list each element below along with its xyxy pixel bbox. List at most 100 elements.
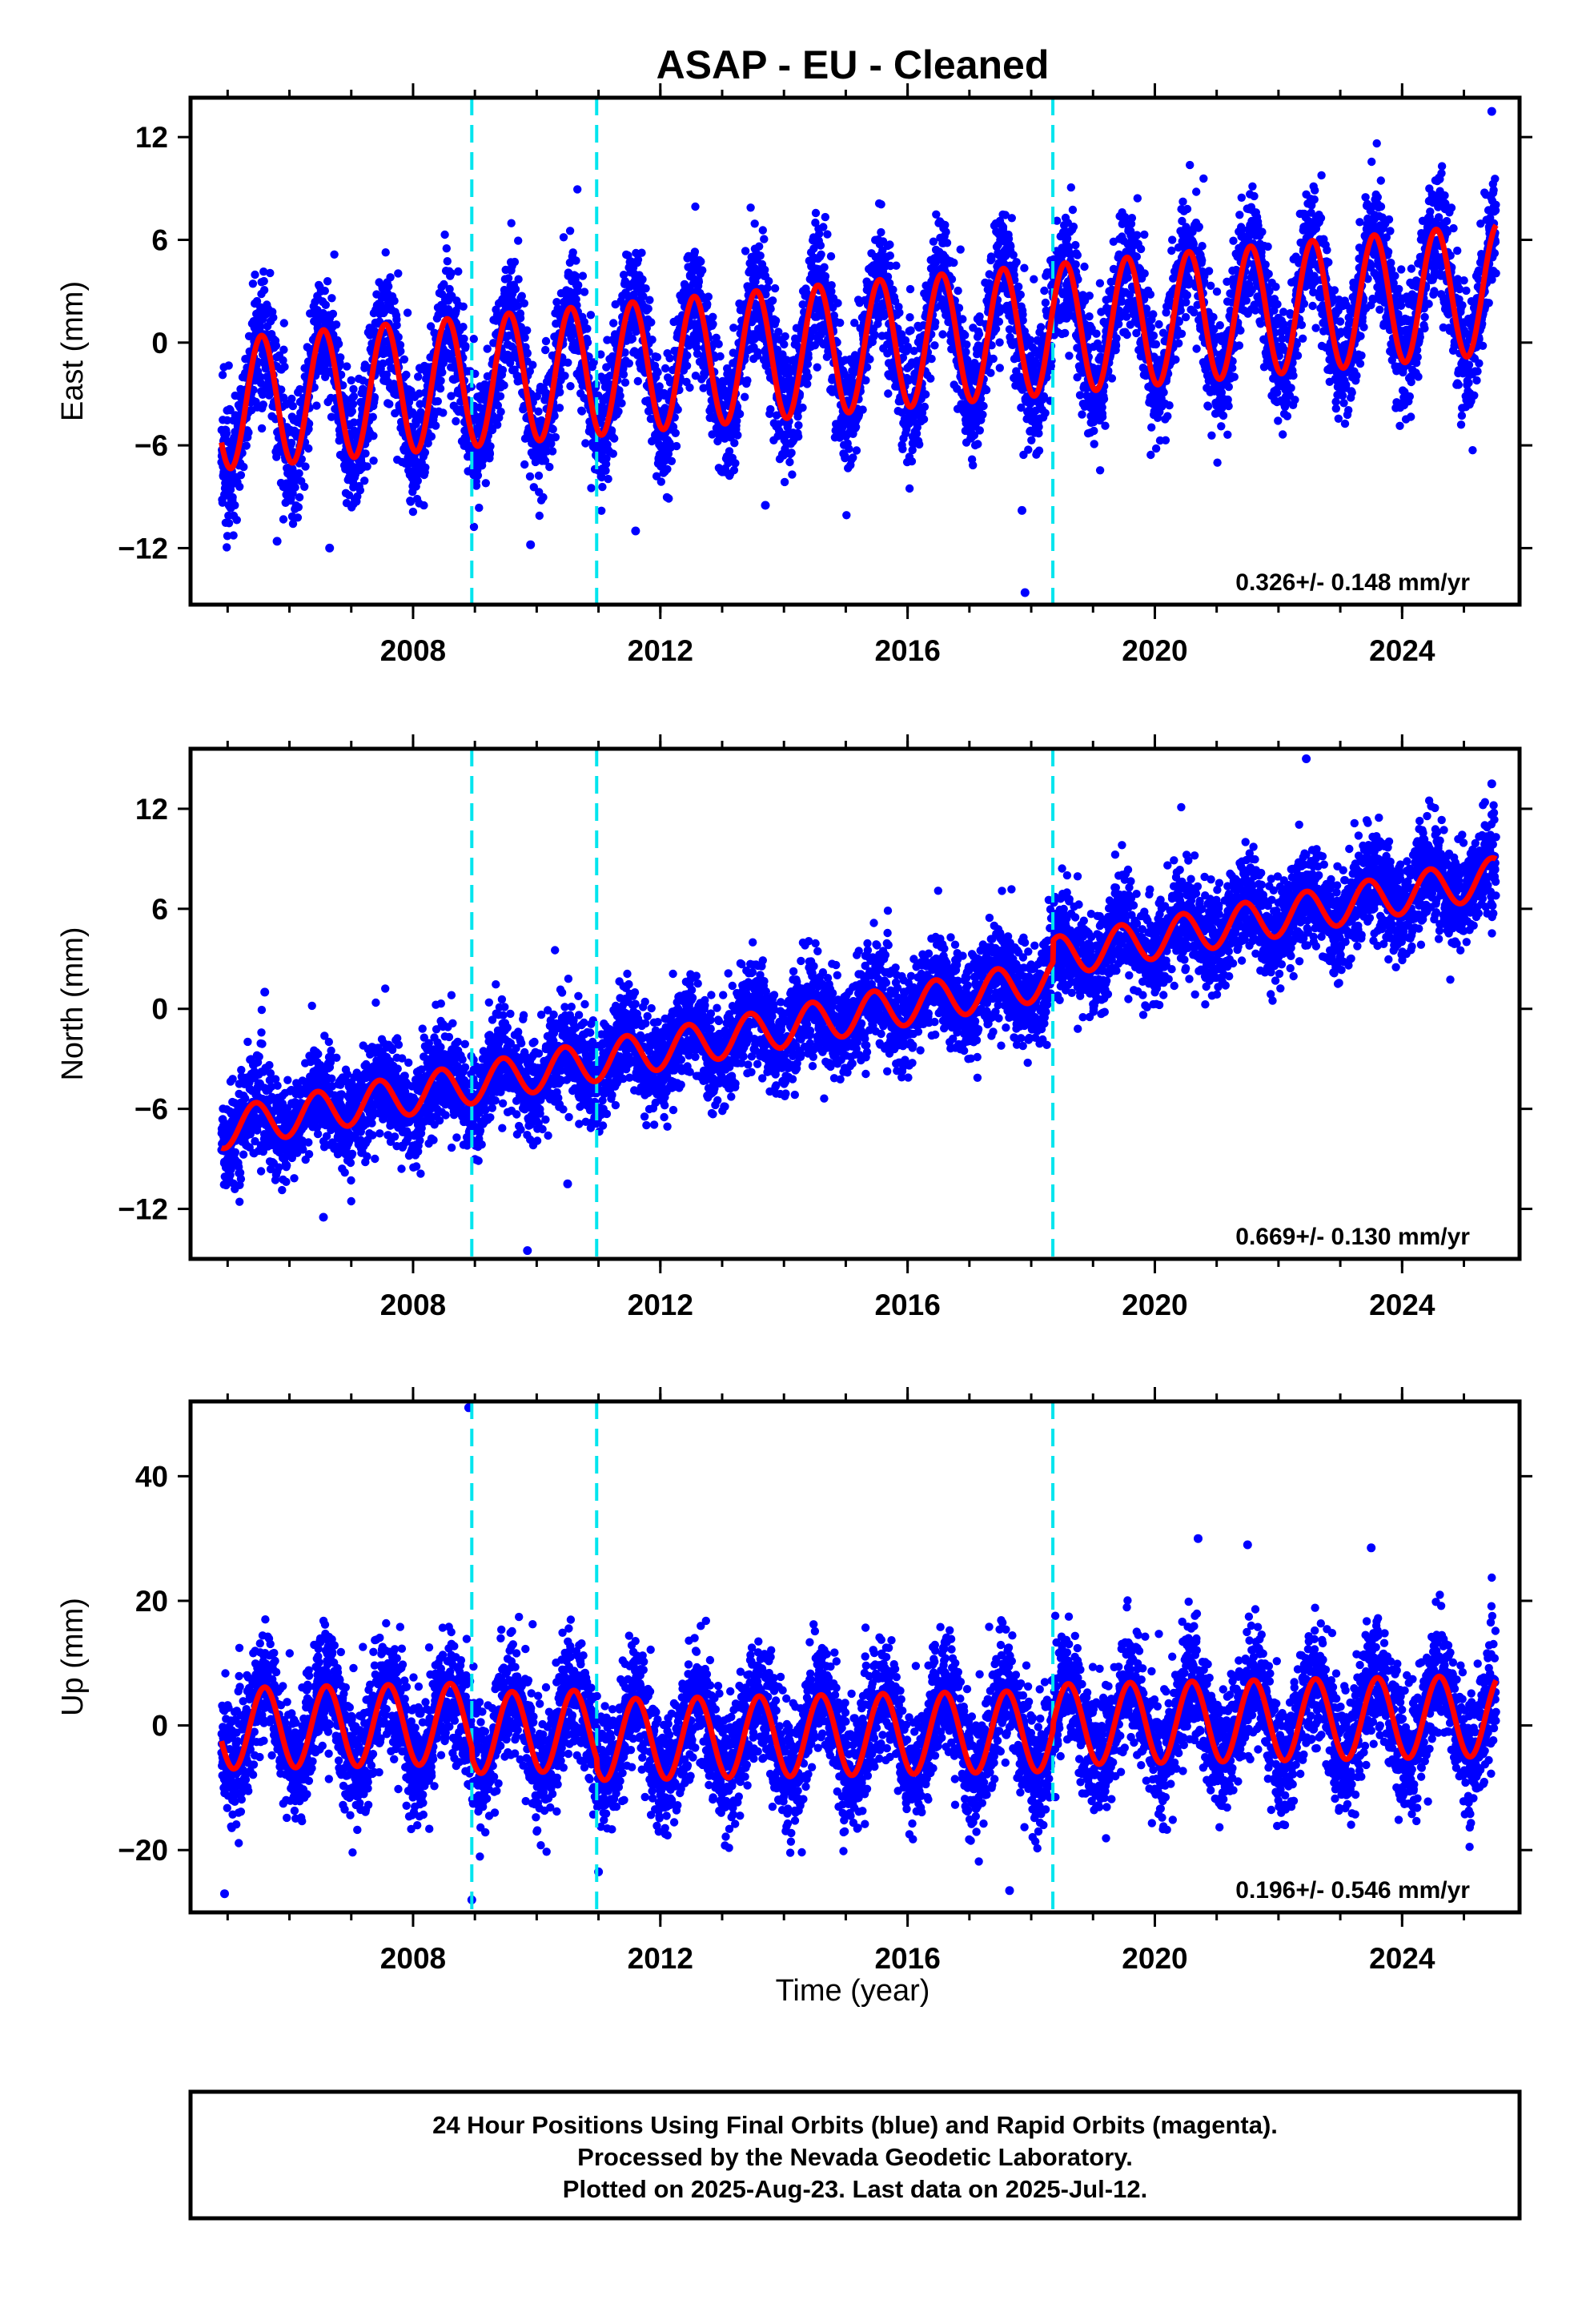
data-point [1098,412,1107,421]
data-point [259,267,268,276]
data-point [301,462,310,471]
data-point [548,424,557,434]
data-point [229,531,238,540]
data-point [852,446,861,455]
data-point [798,403,807,412]
data-point [665,354,674,363]
data-point [1034,422,1043,432]
data-point [927,354,936,364]
data-point [1114,320,1123,328]
data-point [321,372,330,381]
data-point [1012,258,1021,267]
data-point [257,424,267,433]
data-point [320,287,329,296]
data-point [568,248,577,257]
data-point [714,340,723,348]
data-point [545,462,554,472]
data-point [223,416,231,424]
data-point [1078,410,1086,419]
data-point [572,256,580,265]
data-point [442,244,451,253]
data-point [232,516,241,525]
data-point [504,274,513,283]
data-point [644,304,652,313]
data-point [661,364,670,373]
data-point [361,449,370,458]
data-point [1112,334,1121,343]
data-point [580,287,589,296]
data-point [1136,244,1146,254]
data-point [704,292,713,301]
data-point [785,457,794,467]
data-point [368,412,377,421]
data-point [390,296,399,305]
data-point [865,355,874,364]
data-point [406,497,416,506]
data-point [534,471,544,480]
data-point [895,308,904,317]
data-point [1007,214,1017,223]
data-point [645,296,654,304]
data-point [1009,251,1018,259]
data-point [962,340,971,349]
data-point [239,462,248,472]
data-point [780,340,789,349]
data-point [648,336,656,344]
data-point [849,453,857,462]
data-point [1095,279,1105,287]
data-point [574,280,583,290]
data-point [496,392,505,400]
data-point [228,493,237,502]
data-point [921,390,930,399]
data-point [898,444,907,453]
data-point [821,212,830,222]
data-point [877,227,885,237]
data-point [969,460,978,470]
data-point [958,315,967,324]
data-point [287,438,296,448]
data-point [709,312,717,321]
data-point [385,400,394,408]
data-point [750,219,759,228]
data-point [244,428,253,437]
data-point [330,250,339,259]
data-point [255,323,264,332]
data-point [483,344,492,353]
data-point [235,482,244,491]
data-point [473,471,483,480]
data-point [753,348,762,357]
data-point [905,484,914,493]
data-point [954,304,964,312]
data-point [279,393,288,402]
data-point [421,463,430,472]
data-point [511,284,520,294]
data-point [741,392,749,401]
data-point [991,324,1001,333]
data-point [1014,282,1023,292]
data-point [517,292,526,300]
data-point [813,363,821,372]
data-point [1027,436,1036,444]
data-point [224,361,233,370]
data-point [941,220,950,230]
data-point [803,380,812,388]
data-point [826,251,836,261]
data-point [1071,240,1080,250]
figure-title: ASAP - EU - Cleaned [656,42,1050,87]
data-point [312,401,321,410]
data-point [583,324,592,333]
data-point [396,347,405,356]
data-point [604,474,612,484]
data-point [461,341,470,351]
data-point [565,227,575,235]
data-point [637,248,646,257]
data-point [915,440,924,449]
data-point [534,407,543,416]
data-point [277,385,286,394]
data-point [523,326,532,335]
data-point [974,330,984,339]
data-point [222,429,231,438]
data-point [766,304,775,313]
data-point [1095,466,1105,475]
